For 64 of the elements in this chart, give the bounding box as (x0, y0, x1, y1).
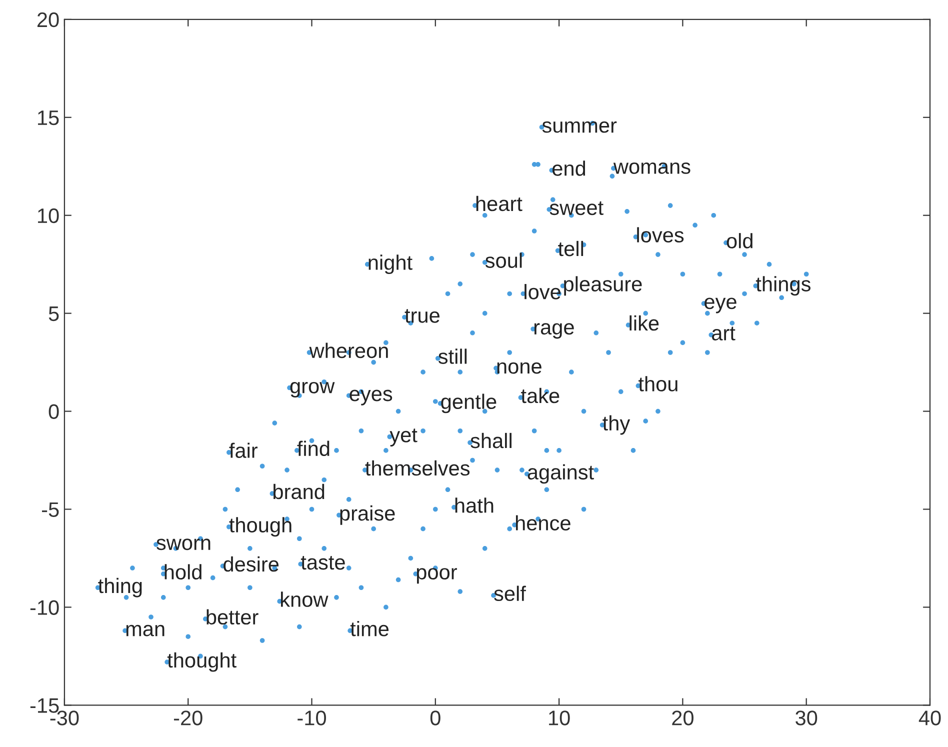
annotation: time (350, 621, 389, 636)
annotation: find (297, 440, 330, 456)
y-tick-label: -15 (30, 698, 59, 713)
annotation: night (368, 254, 412, 274)
y-tick-label: 20 (37, 12, 59, 28)
annotation: hence (516, 515, 570, 531)
annotation: gentle (441, 394, 496, 414)
x-tick-label: 10 (549, 710, 570, 726)
annotation: love (524, 284, 560, 300)
annotation: thought (167, 652, 236, 672)
annotation: like (630, 315, 659, 331)
x-tick-label: 40 (918, 710, 941, 726)
annotation: fair (229, 442, 258, 458)
y-tick-label: 15 (38, 110, 59, 126)
y-tick-label: 10 (38, 208, 59, 224)
annotation: old (726, 233, 752, 248)
y-tick-label: -5 (42, 502, 59, 517)
x-tick-label: 0 (430, 710, 440, 726)
annotation: heart (476, 196, 522, 212)
y-tick-label: -10 (30, 600, 59, 615)
annotation: hold (164, 564, 202, 580)
annotation: whereon (309, 342, 388, 358)
annotation: man (126, 624, 164, 636)
annotation: womans (613, 162, 690, 174)
annotation: true (404, 309, 440, 323)
annotation: though (229, 517, 292, 537)
x-tick-label: 30 (796, 710, 818, 726)
x-tick-label: -30 (50, 710, 79, 726)
x-tick-label: -20 (174, 710, 202, 726)
annotation: desire (224, 556, 279, 572)
annotation: thou (638, 376, 678, 392)
annotation: know (281, 592, 328, 607)
annotation: hath (455, 498, 494, 513)
annotation: pleasure (564, 276, 642, 296)
annotation: brand (274, 484, 324, 500)
annotation: tell (558, 240, 584, 256)
annotation: sweet (550, 201, 604, 216)
annotation: loves (637, 227, 684, 242)
y-tick-label: 0 (48, 404, 59, 420)
annotation: thing (98, 578, 142, 598)
annotation: praise (340, 505, 395, 525)
annotation: against (528, 464, 594, 484)
annotation: art (712, 326, 736, 340)
annotation: yet (390, 428, 418, 446)
annotation: self (494, 586, 526, 602)
annotation: better (206, 609, 258, 625)
annotation: themselves (365, 460, 470, 476)
x-tick-label: -10 (298, 710, 326, 726)
annotation: thy (602, 415, 630, 435)
y-tick-label: 5 (48, 306, 59, 322)
annotation: end (552, 160, 586, 176)
annotation: eyes (350, 390, 392, 406)
annotation: still (438, 348, 467, 364)
annotation: rage (534, 323, 574, 339)
annotation: take (521, 388, 560, 404)
annotation: shall (470, 432, 512, 448)
annotation: summer (542, 121, 617, 133)
annotation: taste (300, 556, 345, 570)
annotation: eye (704, 298, 736, 314)
annotation: poor (416, 568, 457, 584)
annotation: soul (485, 252, 522, 268)
x-tick-label: 20 (672, 710, 694, 726)
annotation: grow (290, 382, 335, 398)
annotation: things (756, 276, 810, 296)
